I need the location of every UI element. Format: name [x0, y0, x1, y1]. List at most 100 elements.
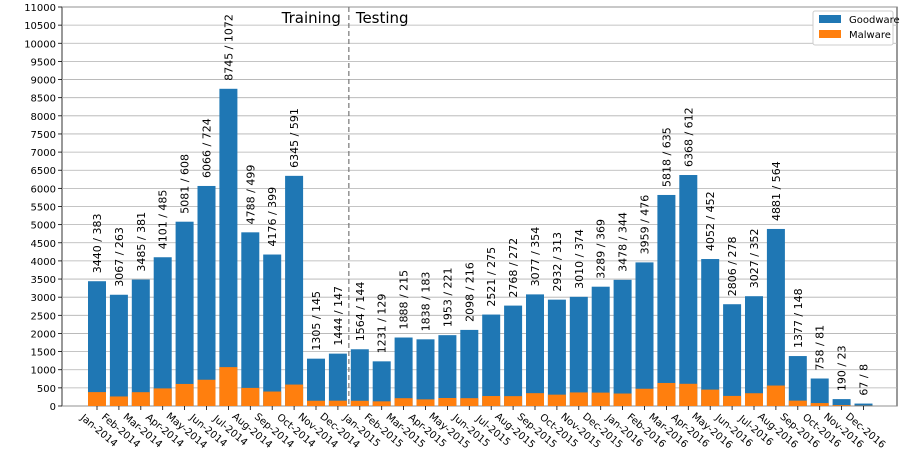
- y-tick-label: 9000: [31, 76, 56, 87]
- bar: [636, 389, 654, 406]
- bar: [132, 280, 150, 406]
- bar: [679, 175, 697, 406]
- bar: [745, 296, 763, 406]
- y-tick-label: 11000: [24, 3, 56, 14]
- annotation: Training: [281, 9, 341, 27]
- bar: [482, 396, 500, 406]
- bar: [241, 232, 259, 406]
- bar: [307, 359, 325, 406]
- y-tick-label: 10500: [24, 21, 56, 32]
- y-tick-label: 9500: [31, 57, 56, 68]
- y-tick-label: 4000: [31, 257, 56, 268]
- bar: [636, 262, 654, 406]
- bar: [701, 259, 719, 406]
- data-label: 5081 / 608: [179, 154, 192, 214]
- bar: [198, 186, 216, 406]
- y-tick-label: 0: [50, 402, 56, 413]
- bar: [592, 393, 610, 406]
- data-label: 1231 / 129: [376, 294, 389, 354]
- y-tick-label: 1000: [31, 366, 56, 377]
- data-label: 3010 / 374: [573, 229, 586, 289]
- bar: [723, 396, 741, 406]
- data-label: 1953 / 221: [441, 267, 454, 327]
- bar: [811, 379, 829, 406]
- legend-label: Goodware: [849, 15, 900, 26]
- bar: [395, 338, 413, 406]
- data-label: 5818 / 635: [660, 127, 673, 187]
- bar: [438, 335, 456, 406]
- bar: [176, 384, 194, 406]
- data-label: 6368 / 612: [682, 107, 695, 167]
- bar: [679, 384, 697, 406]
- data-label: 2806 / 278: [726, 237, 739, 297]
- bar: [789, 356, 807, 406]
- bar: [570, 392, 588, 406]
- bar: [614, 280, 632, 406]
- legend-swatch: [819, 30, 841, 38]
- y-tick-label: 3500: [31, 275, 56, 286]
- data-label: 3478 / 344: [617, 212, 630, 272]
- data-label: 67 / 8: [858, 364, 871, 396]
- data-label: 4176 / 399: [266, 187, 279, 247]
- bar: [811, 403, 829, 406]
- y-tick-label: 4500: [31, 239, 56, 250]
- bar: [789, 401, 807, 406]
- y-tick-label: 3000: [31, 293, 56, 304]
- data-label: 6345 / 591: [288, 108, 301, 168]
- data-label: 2932 / 313: [551, 232, 564, 292]
- y-tick-label: 8000: [31, 112, 56, 123]
- bar: [373, 401, 391, 406]
- bar: [263, 255, 281, 406]
- bar: [745, 393, 763, 406]
- bar: [723, 304, 741, 406]
- legend-swatch: [819, 15, 841, 23]
- data-label: 3289 / 369: [595, 219, 608, 279]
- data-label: 4881 / 564: [770, 161, 783, 221]
- y-tick-label: 2000: [31, 329, 56, 340]
- data-label: 3485 / 381: [135, 212, 148, 272]
- bar: [395, 398, 413, 406]
- y-tick-label: 1500: [31, 348, 56, 359]
- bar: [351, 401, 369, 406]
- bar: [88, 281, 106, 406]
- bar: [88, 392, 106, 406]
- bar: [657, 195, 675, 406]
- data-label: 1444 / 147: [332, 286, 345, 346]
- data-label: 1888 / 215: [398, 270, 411, 330]
- data-label: 2521 / 275: [485, 247, 498, 307]
- bar: [614, 394, 632, 406]
- bar: [110, 295, 128, 406]
- bar: [767, 386, 785, 406]
- bar: [460, 398, 478, 406]
- data-label: 4052 / 452: [704, 191, 717, 251]
- y-tick-label: 5500: [31, 203, 56, 214]
- bar: [198, 380, 216, 406]
- bar: [285, 385, 303, 406]
- bar: [855, 404, 873, 406]
- bar: [110, 396, 128, 406]
- bar: [307, 401, 325, 406]
- bar: [154, 257, 172, 406]
- bar: [504, 396, 522, 406]
- data-label: 4788 / 499: [244, 165, 257, 225]
- annotation: Testing: [355, 9, 409, 27]
- y-tick-label: 6000: [31, 184, 56, 195]
- data-label: 2098 / 216: [463, 262, 476, 322]
- bar: [373, 361, 391, 406]
- data-label: 8745 / 1072: [222, 14, 235, 81]
- bar: [504, 306, 522, 406]
- data-label: 3077 / 354: [529, 227, 542, 287]
- y-tick-label: 7000: [31, 148, 56, 159]
- bar: [833, 405, 851, 406]
- y-tick-label: 8500: [31, 94, 56, 105]
- bar: [351, 349, 369, 406]
- y-tick-label: 2500: [31, 311, 56, 322]
- bar: [417, 339, 435, 406]
- bar: [329, 401, 347, 406]
- bar: [329, 354, 347, 406]
- data-label: 1305 / 145: [310, 291, 323, 351]
- data-label: 2768 / 272: [507, 238, 520, 298]
- bar: [241, 388, 259, 406]
